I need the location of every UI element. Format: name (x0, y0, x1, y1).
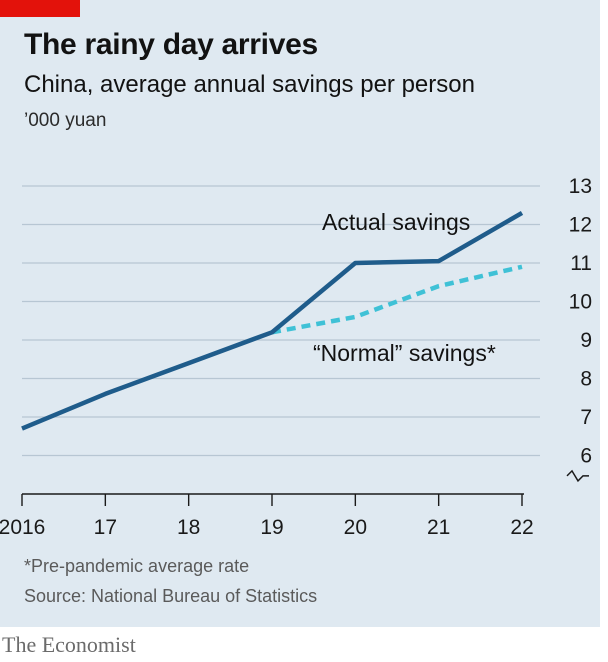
chart-subtitle: China, average annual savings per person (24, 71, 475, 98)
series-label-actual-savings: Actual savings (322, 209, 470, 235)
y-tick-label-8: 8 (580, 368, 592, 391)
footnote: *Pre-pandemic average rate (24, 556, 250, 576)
x-tick-label-2018: 18 (177, 516, 200, 539)
y-tick-label-11: 11 (570, 252, 592, 275)
x-tick-label-2022: 22 (510, 516, 533, 539)
x-tick-label-2017: 17 (94, 516, 117, 539)
axis-break-icon (566, 469, 589, 483)
y-tick-label-13: 13 (569, 175, 592, 198)
series-label-normal-savings: “Normal” savings* (313, 340, 496, 366)
x-tick-label-2019: 19 (260, 516, 283, 539)
x-tick-label-2021: 21 (427, 516, 450, 539)
economist-red-tag (0, 0, 80, 17)
source-note: Source: National Bureau of Statistics (24, 586, 318, 606)
y-tick-label-10: 10 (569, 291, 592, 314)
series-line-actual-savings (21, 210, 524, 431)
chart-title: The rainy day arrives (24, 28, 318, 61)
y-tick-label-7: 7 (580, 406, 592, 429)
publisher-brand: The Economist (2, 632, 136, 657)
line-chart: 6 7 8 9 10 11 12 13 2016 17 18 19 20 21 22 Actual savin… (0, 175, 592, 539)
chart-card: The rainy day arrives China, average ann… (0, 0, 600, 627)
x-tick-label-2020: 20 (344, 516, 367, 539)
unit-label: ’000 yuan (24, 110, 107, 131)
y-tick-label-6: 6 (580, 445, 592, 468)
series-line-normal-savings (271, 264, 523, 335)
y-tick-label-9: 9 (580, 329, 592, 352)
x-tick-label-2016: 2016 (0, 516, 45, 539)
y-tick-label-12: 12 (569, 214, 592, 237)
